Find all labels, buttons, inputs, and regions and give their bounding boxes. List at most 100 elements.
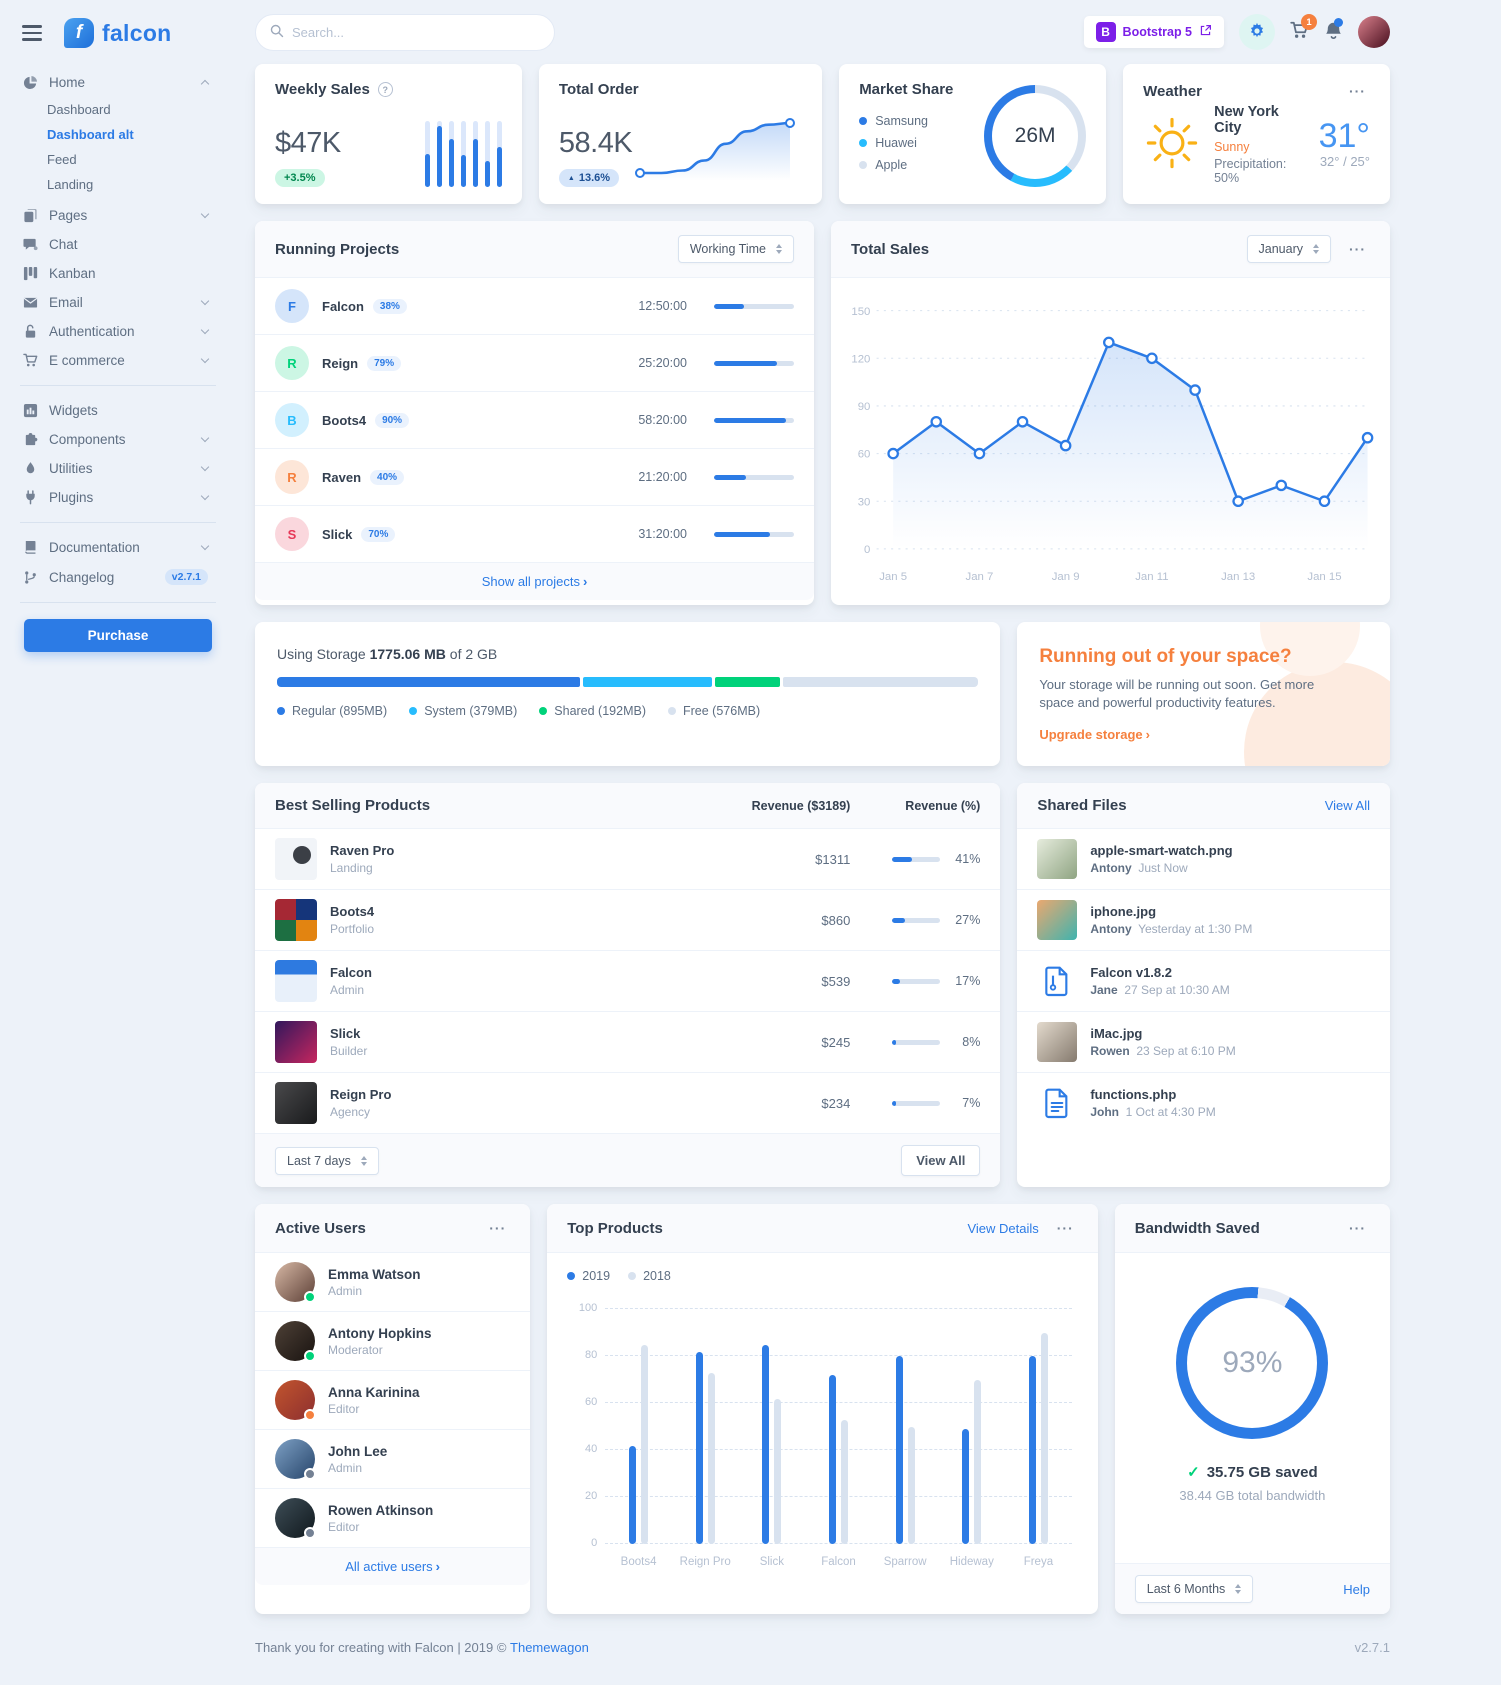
themewagon-link[interactable]: Themewagon bbox=[510, 1640, 589, 1656]
sidebar-item-widgets[interactable]: Widgets bbox=[20, 396, 216, 425]
sidebar-item-documentation[interactable]: Documentation bbox=[20, 533, 216, 562]
svg-text:Jan 13: Jan 13 bbox=[1221, 571, 1255, 583]
bandwidth-card: Bandwidth Saved ··· 93% ✓ 35.75 GB saved … bbox=[1114, 1204, 1390, 1615]
y-tick-label: 80 bbox=[585, 1349, 598, 1362]
sidebar-item-chat[interactable]: Chat bbox=[20, 230, 216, 259]
avatar bbox=[275, 1439, 316, 1481]
status-dot bbox=[304, 1468, 316, 1481]
sidebar-item-components[interactable]: Components bbox=[20, 425, 216, 454]
project-progress bbox=[714, 360, 794, 366]
settings-button[interactable] bbox=[1239, 14, 1275, 50]
gridline: 80 bbox=[585, 1349, 1072, 1361]
sidebar-item-label: Authentication bbox=[49, 324, 135, 339]
active-users-menu-icon[interactable]: ··· bbox=[485, 1218, 510, 1238]
project-progress-fill bbox=[714, 417, 786, 423]
working-time-select[interactable]: Working Time bbox=[677, 235, 794, 263]
question-circle-icon[interactable]: ? bbox=[377, 82, 393, 97]
weather-menu-icon[interactable]: ··· bbox=[1345, 81, 1370, 101]
bar-2019 bbox=[962, 1429, 970, 1545]
product-name: Boots4 bbox=[330, 904, 375, 920]
sidebar-item-dashboard-alt[interactable]: Dashboard alt bbox=[47, 127, 134, 142]
bar-2019 bbox=[629, 1445, 637, 1545]
product-revenue: $1311 bbox=[815, 851, 851, 867]
topbar-actions: B Bootstrap 5 1 bbox=[1083, 14, 1390, 50]
bar-2019 bbox=[895, 1356, 903, 1545]
page-footer: Thank you for creating with Falcon | 201… bbox=[230, 1614, 1390, 1685]
user-name: Antony Hopkins bbox=[328, 1325, 432, 1341]
sidebar-item-utilities[interactable]: Utilities bbox=[20, 454, 216, 483]
storage-segment-shared bbox=[714, 676, 781, 687]
top-products-menu-icon[interactable]: ··· bbox=[1053, 1218, 1078, 1238]
best-selling-table: Raven Pro Landing $1311 41% Boots4 Portfolio $… bbox=[255, 829, 1001, 1133]
file-meta: Antony Yesterday at 1:30 PM bbox=[1090, 922, 1252, 936]
view-details-link[interactable]: View Details bbox=[967, 1220, 1039, 1236]
sidebar-top: f falcon bbox=[20, 14, 216, 52]
sidebar-item-email[interactable]: Email bbox=[20, 288, 216, 317]
falcon-logo-icon: f bbox=[64, 18, 94, 48]
purchase-button[interactable]: Purchase bbox=[24, 619, 212, 652]
navbar-toggle-icon[interactable] bbox=[20, 21, 44, 44]
chat-icon bbox=[22, 237, 38, 252]
sidebar-item-plugins[interactable]: Plugins bbox=[20, 483, 216, 512]
project-row: R Reign 79% 25:20:00 bbox=[255, 335, 814, 392]
project-time: 21:20:00 bbox=[638, 470, 687, 484]
help-link[interactable]: Help bbox=[1343, 1581, 1370, 1597]
products-files-row: Best Selling Products Revenue ($3189) Re… bbox=[255, 783, 1390, 1188]
product-category: Builder bbox=[330, 1044, 368, 1059]
caret-up-icon: ▲ bbox=[567, 174, 575, 182]
file-owner: Antony bbox=[1090, 861, 1132, 876]
all-active-users-link[interactable]: All active users › bbox=[345, 1559, 440, 1575]
footer-thanks: Thank you for creating with Falcon | 201… bbox=[255, 1640, 511, 1656]
bandwidth-percent: 93% bbox=[1222, 1346, 1283, 1380]
view-all-button[interactable]: View All bbox=[901, 1145, 981, 1177]
month-select[interactable]: January bbox=[1246, 235, 1331, 263]
user-avatar[interactable] bbox=[1358, 16, 1390, 48]
bar-group-boots4: Boots4 bbox=[605, 1309, 672, 1568]
chevron-down-icon bbox=[200, 462, 210, 472]
bar-group-hideway: Hideway bbox=[938, 1309, 1005, 1568]
sidebar-item-changelog[interactable]: Changelog v2.7.1 bbox=[20, 562, 216, 592]
top-products-chart: 0 20 40 60 80 100 Boots4 Reign Pro Slick Falcon Sp… bbox=[579, 1302, 1072, 1568]
sort-caret-icon bbox=[361, 1156, 367, 1166]
sidebar-item-home[interactable]: Home bbox=[20, 68, 216, 97]
y-tick-label: 40 bbox=[585, 1443, 598, 1456]
bandwidth-menu-icon[interactable]: ··· bbox=[1345, 1218, 1370, 1238]
svg-text:0: 0 bbox=[864, 544, 870, 556]
weekly-bar-fill bbox=[448, 139, 454, 187]
file-row: iphone.jpg Antony Yesterday at 1:30 PM bbox=[1017, 890, 1390, 952]
chevron-up-icon bbox=[200, 79, 210, 89]
user-role: Editor bbox=[328, 1401, 360, 1416]
sidebar-item-label: Plugins bbox=[49, 490, 94, 505]
file-row: Falcon v1.8.2 Jane 27 Sep at 10:30 AM bbox=[1017, 951, 1390, 1013]
project-percent-badge: 90% bbox=[375, 412, 410, 428]
cart-button[interactable]: 1 bbox=[1290, 14, 1317, 43]
last-7-days-select[interactable]: Last 7 days bbox=[275, 1146, 379, 1175]
last-6-months-select[interactable]: Last 6 Months bbox=[1134, 1575, 1254, 1604]
topbar: B Bootstrap 5 1 bbox=[230, 0, 1390, 64]
sidebar-item-feed[interactable]: Feed bbox=[47, 152, 77, 167]
shared-files-view-all-link[interactable]: View All bbox=[1324, 798, 1370, 814]
notifications-button[interactable] bbox=[1324, 18, 1343, 43]
drop-icon bbox=[22, 461, 38, 476]
user-row: Emma Watson Admin bbox=[255, 1253, 531, 1313]
sidebar-item-authentication[interactable]: Authentication bbox=[20, 317, 216, 346]
upgrade-storage-link[interactable]: Upgrade storage › bbox=[1039, 727, 1150, 743]
show-all-projects-link[interactable]: Show all projects › bbox=[481, 574, 588, 589]
shopping-cart-icon bbox=[22, 353, 38, 368]
product-progress-fill bbox=[892, 1039, 897, 1045]
sidebar-item-landing[interactable]: Landing bbox=[47, 177, 94, 192]
kanban-icon bbox=[22, 266, 38, 281]
product-category: Portfolio bbox=[330, 922, 375, 937]
falcon-logo[interactable]: f falcon bbox=[64, 18, 172, 48]
weekly-bar-fill bbox=[460, 155, 466, 187]
total-sales-menu-icon[interactable]: ··· bbox=[1345, 239, 1370, 259]
sidebar-item-e-commerce[interactable]: E commerce bbox=[20, 346, 216, 375]
bootstrap-badge[interactable]: B Bootstrap 5 bbox=[1083, 16, 1224, 48]
search-input[interactable] bbox=[292, 24, 540, 40]
project-row: F Falcon 38% 12:50:00 bbox=[255, 278, 814, 335]
sidebar-item-label: Pages bbox=[49, 208, 88, 223]
sidebar-item-kanban[interactable]: Kanban bbox=[20, 259, 216, 288]
sidebar-item-dashboard[interactable]: Dashboard bbox=[47, 102, 111, 117]
sidebar-item-label: Changelog bbox=[49, 569, 115, 585]
sidebar-item-pages[interactable]: Pages bbox=[20, 201, 216, 230]
